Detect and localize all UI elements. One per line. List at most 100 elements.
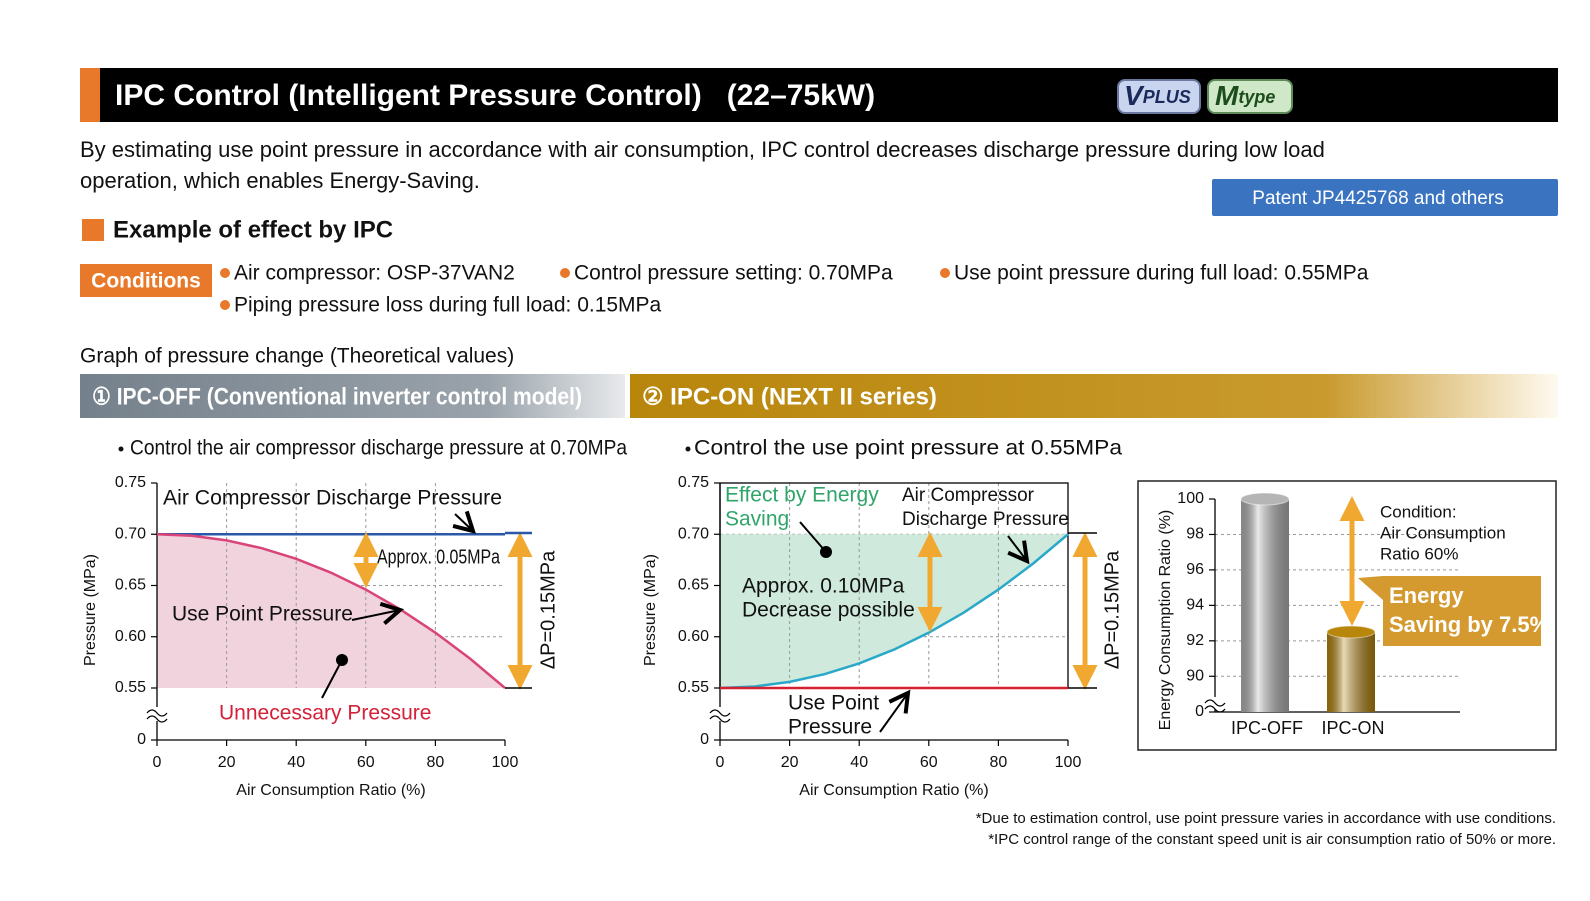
y-tick-label: 96 xyxy=(1186,561,1204,578)
title: IPC Control (Intelligent Pressure Contro… xyxy=(115,79,875,112)
footnote: *IPC control range of the constant speed… xyxy=(988,831,1556,848)
axis-break xyxy=(709,709,731,717)
bullet xyxy=(220,300,230,310)
bar-shine xyxy=(1327,631,1375,712)
panel-note: Control the use point pressure at 0.55MP… xyxy=(694,437,1122,460)
y-axis-label: Energy Consumption Ratio (%) xyxy=(1157,510,1174,731)
condition-item: Control pressure setting: 0.70MPa xyxy=(574,262,893,285)
annotation: ΔP=0.15MPa xyxy=(1101,550,1123,669)
annotation: Air Compressor Discharge Pressure xyxy=(163,487,502,510)
annotation: Air Consumption xyxy=(1380,523,1506,542)
panel-header xyxy=(80,374,625,418)
annotation: Use Point Pressure xyxy=(172,603,353,626)
intro-line: By estimating use point pressure in acco… xyxy=(80,137,1325,162)
footnote: *Due to estimation control, use point pr… xyxy=(976,810,1556,827)
bullet xyxy=(220,268,230,278)
panel-title: ② IPC-ON (NEXT II series) xyxy=(642,383,937,410)
annotation: Saving xyxy=(725,508,789,531)
title-accent xyxy=(80,68,100,122)
area-fill xyxy=(720,534,1068,688)
pointer-arrow xyxy=(1007,535,1027,561)
y-tick-label: 0.70 xyxy=(115,525,146,542)
badge xyxy=(1117,79,1201,114)
annotation: Approx. 0.05MPa xyxy=(377,546,501,568)
axis-break xyxy=(146,709,168,717)
conditions-label-box xyxy=(80,264,212,297)
y-tick-label: 90 xyxy=(1186,667,1204,684)
area-fill xyxy=(157,534,505,688)
y-tick-label: 0 xyxy=(1195,703,1204,720)
patent-badge xyxy=(1212,179,1558,216)
y-tick-label: 0 xyxy=(137,731,146,748)
y-tick-label: 0 xyxy=(700,731,709,748)
annotation: Air Compressor xyxy=(902,485,1035,506)
annotation: Effect by Energy xyxy=(725,484,879,507)
series-line xyxy=(719,533,1069,690)
badge xyxy=(1207,79,1293,114)
condition-item: Use point pressure during full load: 0.5… xyxy=(954,262,1369,285)
annotation: Approx. 0.10MPa xyxy=(742,575,905,598)
section-title: Example of effect by IPC xyxy=(113,216,393,243)
bracket-line xyxy=(799,521,827,553)
badge-main: M xyxy=(1215,80,1239,111)
x-axis-label: Air Consumption Ratio (%) xyxy=(236,782,425,799)
annotation: ΔP=0.15MPa xyxy=(537,550,559,669)
series-line xyxy=(156,533,506,689)
badge-text: VPLUS xyxy=(1124,80,1191,111)
bracket-line xyxy=(321,659,343,699)
x-tick-label: 100 xyxy=(1055,754,1082,771)
x-tick-label: 20 xyxy=(781,754,799,771)
annotation: Ratio 60% xyxy=(1380,544,1458,563)
bar-shine xyxy=(1241,499,1289,712)
annotation: Pressure xyxy=(788,716,872,739)
annotation: Discharge Pressure xyxy=(902,509,1069,530)
axis-break xyxy=(709,715,731,723)
condition-item: Piping pressure loss during full load: 0… xyxy=(234,294,662,317)
annotation: Saving by 7.5% xyxy=(1389,612,1549,637)
intro-line: operation, which enables Energy-Saving. xyxy=(80,168,480,193)
graph-caption: Graph of pressure change (Theoretical va… xyxy=(80,345,514,368)
y-axis-label: Pressure (MPa) xyxy=(82,554,99,666)
x-tick-label: 20 xyxy=(218,754,236,771)
x-tick-label: 0 xyxy=(716,754,725,771)
annotation: Condition: xyxy=(1380,502,1457,521)
y-tick-label: 98 xyxy=(1186,526,1204,543)
pointer-arrow xyxy=(455,514,473,531)
panel-title: ① IPC-OFF (Conventional inverter control… xyxy=(92,383,582,410)
axis-break xyxy=(146,715,168,723)
y-tick-label: 0.70 xyxy=(678,525,709,542)
annotation: Unnecessary Pressure xyxy=(219,702,431,725)
badge-text: Mtype xyxy=(1215,80,1275,111)
y-tick-label: 0.55 xyxy=(115,679,146,696)
x-tick-label: 80 xyxy=(990,754,1008,771)
y-tick-label: 0.65 xyxy=(115,577,146,594)
callout-box xyxy=(1358,576,1541,646)
panel-note: Control the air compressor discharge pre… xyxy=(130,437,627,460)
pointer-arrow xyxy=(879,693,908,733)
y-tick-label: 92 xyxy=(1186,632,1204,649)
x-tick-label: 0 xyxy=(153,754,162,771)
pointer-arrow xyxy=(351,610,400,620)
conditions-label: Conditions xyxy=(91,270,201,293)
axis-break xyxy=(1204,705,1226,713)
badge-sub: PLUS xyxy=(1143,87,1191,107)
y-tick-label: 0.75 xyxy=(115,474,146,491)
y-tick-label: 0.65 xyxy=(678,577,709,594)
y-tick-label: 100 xyxy=(1177,490,1204,507)
patent-text: Patent JP4425768 and others xyxy=(1252,188,1503,209)
x-tick-label: 60 xyxy=(357,754,375,771)
bar-cap xyxy=(1326,625,1376,639)
y-axis-label: Pressure (MPa) xyxy=(642,554,659,666)
bullet xyxy=(118,446,124,452)
x-tick-label: 80 xyxy=(427,754,445,771)
y-tick-label: 0.60 xyxy=(678,628,709,645)
y-tick-label: 0.60 xyxy=(115,628,146,645)
x-tick-label: 60 xyxy=(920,754,938,771)
title-bar xyxy=(80,68,1558,122)
x-tick-label: 40 xyxy=(287,754,305,771)
annotation: Energy xyxy=(1389,583,1464,608)
bullet xyxy=(560,268,570,278)
x-tick-label: 40 xyxy=(850,754,868,771)
